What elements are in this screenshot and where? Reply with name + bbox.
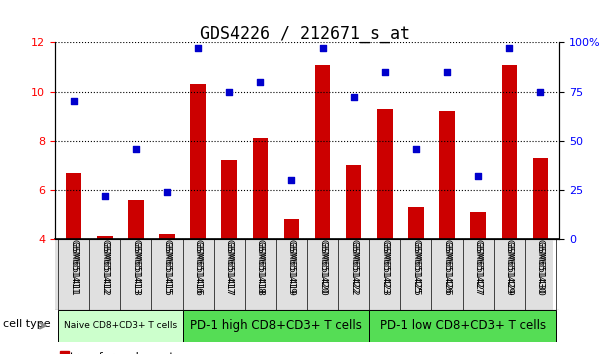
Text: GSM651427: GSM651427: [474, 241, 483, 296]
Text: GSM651415: GSM651415: [163, 239, 172, 294]
Text: transformed count: transformed count: [70, 352, 174, 354]
Bar: [183, 310, 369, 342]
Bar: [369, 310, 556, 342]
Text: GSM651419: GSM651419: [287, 241, 296, 296]
Bar: [315, 64, 331, 239]
Bar: [470, 212, 486, 239]
Bar: [221, 160, 237, 239]
Bar: [60, 351, 69, 354]
Bar: [66, 173, 81, 239]
Point: [505, 46, 514, 51]
Text: GSM651425: GSM651425: [411, 239, 420, 294]
Text: GSM651413: GSM651413: [131, 239, 141, 294]
Point: [193, 46, 203, 51]
Point: [131, 146, 141, 152]
Text: GSM651418: GSM651418: [256, 241, 265, 296]
Point: [411, 146, 421, 152]
Text: GSM651422: GSM651422: [349, 241, 358, 296]
Text: GSM651429: GSM651429: [505, 239, 514, 294]
Point: [100, 193, 109, 199]
Bar: [439, 111, 455, 239]
Text: GSM651425: GSM651425: [411, 241, 420, 296]
Text: GSM651413: GSM651413: [131, 241, 141, 296]
Point: [162, 189, 172, 195]
Text: GSM651416: GSM651416: [194, 239, 203, 294]
Bar: [159, 234, 175, 239]
Text: PD-1 low CD8+CD3+ T cells: PD-1 low CD8+CD3+ T cells: [379, 319, 546, 332]
Text: GSM651422: GSM651422: [349, 239, 358, 293]
Text: GSM651426: GSM651426: [442, 241, 452, 296]
Bar: [502, 64, 517, 239]
Text: GSM651412: GSM651412: [100, 239, 109, 294]
Bar: [346, 165, 362, 239]
Bar: [408, 207, 423, 239]
Bar: [533, 158, 548, 239]
Point: [287, 177, 296, 183]
Text: GSM651430: GSM651430: [536, 241, 545, 296]
Text: GSM651417: GSM651417: [225, 241, 234, 296]
Text: Naive CD8+CD3+ T cells: Naive CD8+CD3+ T cells: [64, 321, 177, 330]
Text: GSM651416: GSM651416: [194, 241, 203, 296]
Bar: [284, 219, 299, 239]
Point: [349, 95, 359, 100]
Bar: [97, 236, 112, 239]
Point: [535, 89, 545, 95]
Text: GSM651430: GSM651430: [536, 239, 545, 294]
Text: GSM651411: GSM651411: [69, 241, 78, 296]
Text: GSM651419: GSM651419: [287, 239, 296, 294]
Bar: [252, 138, 268, 239]
Text: PD-1 high CD8+CD3+ T cells: PD-1 high CD8+CD3+ T cells: [190, 319, 362, 332]
Point: [474, 173, 483, 179]
Text: GSM651429: GSM651429: [505, 241, 514, 296]
Text: GDS4226 / 212671_s_at: GDS4226 / 212671_s_at: [200, 25, 411, 43]
Text: GSM651420: GSM651420: [318, 239, 327, 294]
Point: [224, 89, 234, 95]
Point: [318, 46, 327, 51]
Text: cell type: cell type: [2, 319, 50, 329]
Text: GSM651423: GSM651423: [380, 239, 389, 294]
Text: GSM651426: GSM651426: [442, 239, 452, 294]
Bar: [128, 200, 144, 239]
Text: GSM651418: GSM651418: [256, 239, 265, 294]
Point: [69, 99, 79, 104]
Text: GSM651423: GSM651423: [380, 241, 389, 296]
Text: GSM651417: GSM651417: [225, 239, 234, 294]
Point: [255, 79, 265, 85]
Text: GSM651427: GSM651427: [474, 239, 483, 294]
Text: GSM651411: GSM651411: [69, 239, 78, 294]
Bar: [191, 84, 206, 239]
Text: GSM651412: GSM651412: [100, 241, 109, 296]
Bar: [377, 109, 393, 239]
Point: [442, 69, 452, 75]
Point: [380, 69, 390, 75]
Bar: [58, 310, 183, 342]
Text: GSM651420: GSM651420: [318, 241, 327, 296]
Text: GSM651415: GSM651415: [163, 241, 172, 296]
